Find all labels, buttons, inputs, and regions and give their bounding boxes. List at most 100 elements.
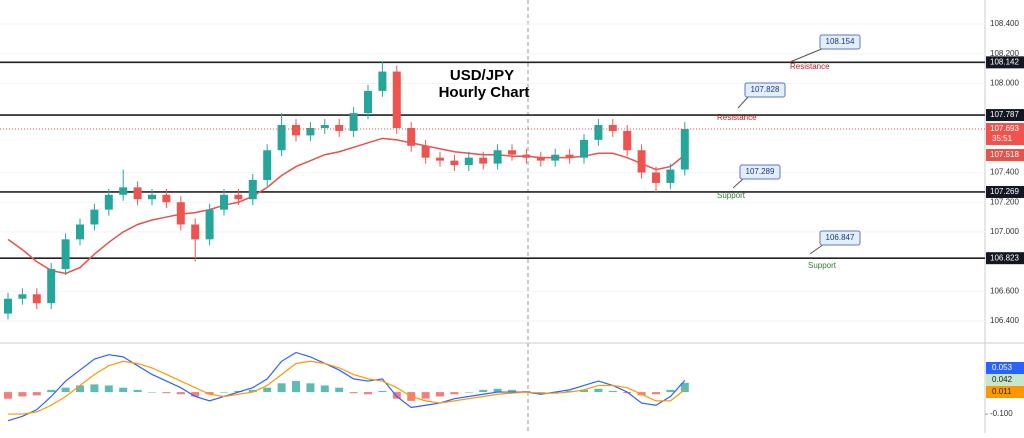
candle-body bbox=[176, 202, 185, 225]
candle-body bbox=[608, 125, 617, 131]
candle-body bbox=[104, 194, 113, 210]
ma-label-bg bbox=[986, 149, 1024, 162]
y-tick-label: 106.400 bbox=[990, 316, 1019, 325]
candle-body bbox=[551, 154, 560, 161]
title-line: Hourly Chart bbox=[439, 84, 530, 101]
y-tick-label: 106.600 bbox=[990, 286, 1019, 295]
histogram-bar bbox=[335, 387, 344, 393]
candle-body bbox=[652, 172, 660, 183]
histogram-bar bbox=[479, 389, 488, 393]
histogram-bar bbox=[133, 389, 142, 393]
histogram-bar bbox=[220, 392, 228, 393]
candle-body bbox=[637, 150, 646, 173]
histogram-bar bbox=[4, 392, 12, 399]
callout-note: Resistance bbox=[717, 113, 757, 122]
histogram-bar bbox=[148, 392, 156, 393]
histogram-bar bbox=[292, 381, 300, 393]
histogram-bar bbox=[104, 385, 113, 393]
candle-body bbox=[61, 239, 70, 270]
level-label: 107.269 bbox=[990, 187, 1019, 196]
histogram-bar bbox=[680, 382, 689, 393]
y-tick-label: 108.400 bbox=[990, 19, 1019, 28]
candle-body bbox=[464, 157, 473, 166]
histogram-bar bbox=[76, 385, 84, 393]
callout-note: Support bbox=[717, 191, 746, 200]
histogram-bar bbox=[608, 390, 617, 393]
candle-body bbox=[47, 269, 56, 304]
histogram-bar bbox=[61, 387, 70, 393]
candle-body bbox=[320, 125, 329, 128]
candle-body bbox=[378, 71, 387, 91]
candle-body bbox=[580, 139, 588, 158]
histogram-bar bbox=[277, 383, 286, 393]
y-tick-label: 108.000 bbox=[990, 79, 1019, 88]
macd-label: 0.042 bbox=[992, 375, 1013, 384]
callout-pointer bbox=[789, 47, 825, 63]
macd-label-bg bbox=[986, 386, 1024, 398]
level-label-bg bbox=[986, 109, 1024, 122]
callout-pointer bbox=[809, 243, 825, 255]
candle-body bbox=[32, 294, 41, 304]
candle-body bbox=[4, 298, 12, 314]
candle-body bbox=[292, 125, 300, 136]
y-tick-label: 107.400 bbox=[990, 168, 1019, 177]
candle-body bbox=[90, 209, 99, 225]
histogram-bar bbox=[536, 392, 545, 393]
macd-label: 0.053 bbox=[992, 363, 1013, 372]
callout-pointer bbox=[732, 177, 745, 189]
histogram-bar bbox=[378, 390, 387, 393]
y-tick-label: 107.000 bbox=[990, 227, 1019, 236]
level-label-bg bbox=[986, 56, 1024, 69]
candle-body bbox=[666, 169, 675, 183]
title-line: USD/JPY bbox=[450, 67, 514, 84]
callout-value: 108.154 bbox=[826, 37, 855, 46]
histogram-bar bbox=[32, 392, 41, 396]
candle-body bbox=[76, 224, 84, 240]
candle-body bbox=[536, 157, 545, 161]
callout-value: 107.289 bbox=[746, 167, 775, 176]
histogram-bar bbox=[18, 392, 27, 397]
level-label: 108.142 bbox=[990, 57, 1019, 66]
histogram-bar bbox=[320, 385, 329, 393]
histogram-bar bbox=[450, 392, 459, 395]
histogram-bar bbox=[392, 392, 401, 399]
macd-label: 0.011 bbox=[992, 387, 1012, 396]
candle-body bbox=[565, 154, 574, 158]
ma-label: 107.518 bbox=[990, 150, 1019, 159]
histogram-bar bbox=[594, 388, 603, 393]
candle-body bbox=[680, 129, 689, 170]
histogram-bar bbox=[580, 389, 588, 393]
candle-body bbox=[421, 145, 430, 158]
histogram-bar bbox=[666, 389, 675, 393]
candle-body bbox=[191, 224, 200, 240]
candle-body bbox=[392, 71, 401, 128]
histogram-bar bbox=[248, 389, 257, 393]
candle-body bbox=[335, 125, 344, 131]
price-label-bg bbox=[986, 123, 1024, 146]
candle-body bbox=[594, 125, 603, 140]
y-tick-label: 108.200 bbox=[990, 49, 1019, 58]
callout-box bbox=[819, 34, 861, 50]
candle-body bbox=[263, 150, 272, 180]
candle-body bbox=[522, 154, 531, 158]
candle-body bbox=[148, 194, 156, 200]
candle-body bbox=[450, 160, 459, 166]
histogram-bar bbox=[263, 387, 272, 393]
callout-box bbox=[739, 164, 781, 180]
histogram-bar bbox=[364, 392, 372, 395]
macd-label-bg bbox=[986, 362, 1024, 374]
histogram-bar bbox=[90, 384, 99, 393]
candle-body bbox=[133, 187, 142, 200]
level-label-bg bbox=[986, 185, 1024, 198]
candle-body bbox=[119, 187, 128, 195]
histogram-bar bbox=[205, 392, 214, 395]
candle-body bbox=[364, 90, 372, 114]
histogram-bar bbox=[464, 392, 473, 393]
histogram-bar bbox=[162, 392, 171, 394]
macd-line bbox=[7, 351, 686, 422]
callout-value: 107.828 bbox=[751, 85, 780, 94]
histogram-bar bbox=[349, 392, 358, 394]
candle-body bbox=[508, 150, 516, 155]
callout-note: Support bbox=[808, 261, 837, 270]
